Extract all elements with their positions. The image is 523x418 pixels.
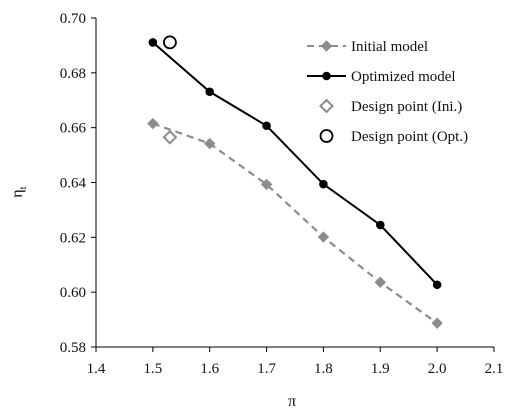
series-line	[152, 41, 438, 286]
series-2	[148, 38, 442, 290]
legend-marker	[320, 40, 333, 52]
data-point	[374, 276, 386, 289]
x-tick-label: 1.4	[87, 361, 106, 377]
data-point	[260, 178, 273, 191]
legend-marker	[322, 71, 331, 81]
x-axis-title: π	[288, 393, 296, 410]
data-point	[431, 317, 443, 329]
data-point	[432, 280, 442, 290]
legend-marker	[319, 129, 334, 143]
y-tick-label: 0.70	[60, 11, 86, 27]
data-point	[375, 220, 385, 230]
data-point	[205, 87, 215, 97]
plot-series	[147, 35, 443, 329]
legend-marker	[319, 98, 334, 114]
y-tick-label: 0.62	[60, 230, 86, 246]
legend-item: Optimized model	[307, 69, 456, 85]
x-tick-label: 2.1	[485, 361, 504, 377]
series-line	[152, 122, 438, 325]
x-tick-label: 1.7	[257, 361, 276, 377]
data-point	[147, 117, 159, 130]
y-tick-label: 0.60	[60, 285, 86, 301]
x-tick-label: 1.9	[371, 361, 390, 377]
y-tick-label: 0.64	[60, 176, 87, 192]
y-axis-title: ηt	[9, 186, 29, 197]
legend-item: Initial model	[307, 39, 428, 55]
series-4	[163, 35, 177, 50]
legend-item: Design point (Ini.)	[319, 98, 462, 115]
data-point	[262, 121, 271, 131]
series-1	[147, 117, 443, 329]
x-tick-label: 2.0	[428, 361, 447, 377]
y-tick-label: 0.58	[60, 340, 86, 356]
legend: Initial model Optimized model Design point…	[307, 39, 468, 145]
data-point	[163, 35, 177, 50]
y-tick-label: 0.66	[60, 121, 87, 137]
axes: 0.58 0.60 0.62 0.64 0.66 0.68 0.70 1.4 1.5 1.6 1.7…	[60, 11, 504, 377]
x-tick-label: 1.6	[200, 361, 219, 377]
data-point	[317, 231, 330, 243]
legend-label: Optimized model	[351, 69, 456, 85]
data-point	[319, 179, 328, 189]
legend-item: Design point (Opt.)	[319, 129, 468, 145]
legend-label: Design point (Ini.)	[351, 99, 462, 115]
data-point	[148, 38, 158, 47]
y-axis-title-subscript: t	[17, 186, 29, 189]
x-tick-label: 1.8	[314, 361, 333, 377]
x-tick-label: 1.5	[143, 361, 162, 377]
y-axis-title-main: η	[9, 189, 26, 197]
legend-label: Initial model	[351, 39, 428, 55]
series-3	[162, 129, 178, 145]
data-point	[204, 137, 216, 150]
y-tick-label: 0.68	[60, 66, 86, 82]
data-point	[162, 129, 178, 145]
legend-label: Design point (Opt.)	[351, 129, 468, 145]
